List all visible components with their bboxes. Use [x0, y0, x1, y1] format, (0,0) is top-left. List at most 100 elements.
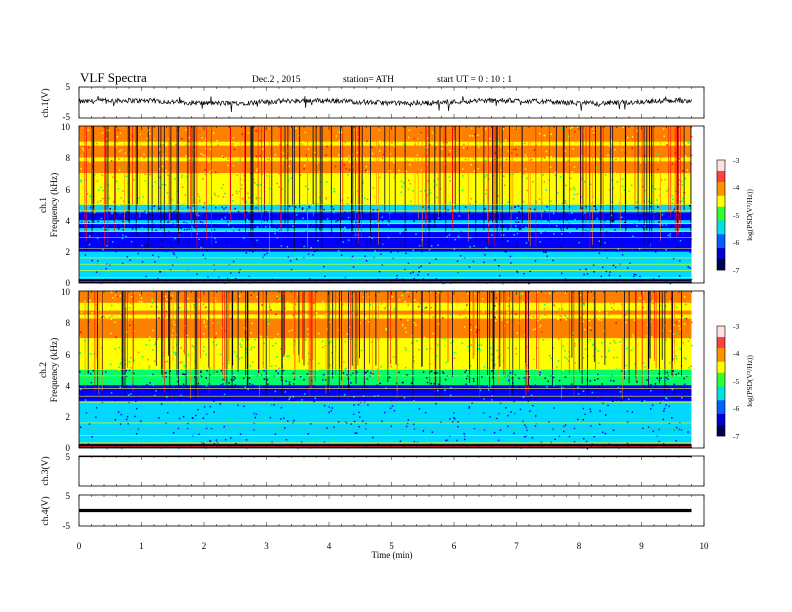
spectrogram-pixel: [402, 405, 405, 408]
spectrogram-pixel: [205, 186, 207, 188]
spectrogram-pixel: [285, 199, 287, 202]
spectrogram-pixel: [273, 316, 275, 318]
spectrogram-pixel: [589, 339, 591, 341]
spectrogram-pixel: [489, 347, 492, 349]
spectrogram-pixel: [598, 157, 601, 159]
spectrogram-pixel: [122, 410, 124, 412]
spectrogram-pixel: [166, 360, 169, 363]
spectrogram-pixel: [100, 186, 102, 188]
spectrogram-pixel: [421, 387, 424, 389]
spectrogram-pixel: [365, 202, 368, 204]
spectrogram-pixel: [405, 366, 407, 369]
spectrogram-pixel: [405, 365, 407, 367]
spectrogram-pixel: [116, 295, 118, 297]
spectrogram-pixel: [440, 367, 443, 369]
spectrogram-pixel: [654, 251, 657, 253]
spectrogram-pixel: [413, 277, 415, 280]
spectrogram-pixel: [110, 373, 112, 376]
spectrogram-pixel: [260, 183, 262, 186]
spectrogram-pixel: [483, 136, 486, 139]
spectrogram-pixel: [217, 377, 219, 379]
spectrogram-pixel: [503, 192, 506, 195]
spectrogram-pixel: [156, 338, 158, 340]
spectrogram-pixel: [540, 358, 542, 360]
spectrogram-pixel: [688, 155, 690, 158]
spectrogram-pixel: [322, 197, 324, 199]
spectrogram-pixel: [543, 303, 546, 306]
spectrogram-pixel: [408, 136, 410, 139]
spectrogram-pixel: [544, 134, 546, 137]
spectrogram-pixel: [402, 182, 405, 184]
spectrogram-pixel: [79, 205, 81, 207]
spectrogram-pixel: [180, 347, 182, 349]
spectrogram-pixel: [437, 152, 439, 155]
spectrogram-pixel: [344, 237, 346, 240]
spectrogram-pixel: [561, 308, 564, 311]
spectrogram-pixel: [238, 181, 241, 184]
spectrogram-pixel: [582, 390, 585, 392]
spectrogram-pixel: [286, 159, 288, 162]
spectrogram-pixel: [142, 163, 144, 165]
spectrogram-pixel: [644, 304, 646, 307]
spectrogram-pixel: [322, 271, 325, 274]
spectrogram-pixel: [329, 414, 331, 416]
spectrogram-pixel: [235, 190, 238, 192]
spectrogram-pixel: [125, 218, 127, 220]
spectrogram-pixel: [85, 436, 87, 439]
spectrogram-pixel: [92, 369, 95, 372]
spectrogram-pixel: [576, 266, 578, 268]
spectrogram-pixel: [85, 208, 87, 210]
spectrogram-pixel: [610, 379, 612, 382]
spectrogram-pixel: [411, 399, 414, 401]
spectrogram-pixel: [114, 364, 117, 367]
spectrogram-pixel: [258, 427, 261, 430]
spectrogram-pixel: [116, 193, 119, 196]
spectrogram-pixel: [434, 417, 436, 419]
spectrogram-pixel: [178, 193, 181, 195]
spectrogram-pixel: [642, 306, 644, 309]
spectrogram-pixel: [289, 396, 291, 399]
spectrogram-pixel: [431, 131, 434, 134]
spectrogram-pixel: [567, 136, 570, 139]
spectrogram-pixel: [557, 360, 560, 362]
spectrogram-pixel: [275, 179, 277, 181]
spectrogram-pixel: [215, 212, 217, 215]
spectrogram-pixel: [347, 174, 349, 176]
spectrogram-pixel: [679, 260, 681, 262]
spectrogram-pixel: [517, 170, 519, 172]
spectrogram-pixel: [567, 317, 569, 320]
spectrogram-pixel: [565, 363, 567, 366]
spectrogram-pixel: [614, 149, 616, 151]
spectrogram-pixel: [438, 292, 440, 294]
spectrogram-pixel: [590, 425, 592, 427]
spectrogram-band: [79, 126, 692, 131]
spectrogram-pixel: [215, 235, 217, 237]
spectrogram-pixel: [466, 422, 469, 424]
spectrogram-pixel: [213, 195, 216, 198]
spectrogram-pixel: [610, 220, 613, 222]
spectrogram-pixel: [681, 199, 684, 201]
spectrogram-pixel: [199, 199, 201, 201]
spectrogram-pixel: [347, 216, 350, 219]
spectrogram-pixel: [215, 439, 218, 441]
spectrogram-pixel: [498, 405, 500, 407]
spectrogram-pixel: [307, 331, 310, 334]
spectrogram-pixel: [391, 295, 393, 298]
spectrogram-pixel: [247, 293, 250, 295]
spectrogram-pixel: [177, 427, 180, 430]
spectrogram-pixel: [198, 299, 201, 301]
spectrogram-pixel: [661, 273, 663, 275]
spectrogram-pixel: [633, 273, 635, 276]
spectrogram-pixel: [570, 308, 572, 310]
spectrogram-pixel: [494, 152, 497, 154]
spectrogram-pixel: [473, 404, 475, 406]
spectrogram-pixel: [505, 159, 508, 161]
spectrogram-pixel: [96, 319, 98, 322]
spectrogram-pixel: [337, 154, 340, 156]
spectrogram-pixel: [680, 170, 683, 172]
spectrogram-pixel: [644, 359, 646, 361]
spectrogram-pixel: [325, 154, 327, 156]
spectrogram-pixel: [336, 158, 338, 160]
spectrogram-pixel: [96, 307, 98, 309]
spectrogram-pixel: [465, 358, 468, 360]
